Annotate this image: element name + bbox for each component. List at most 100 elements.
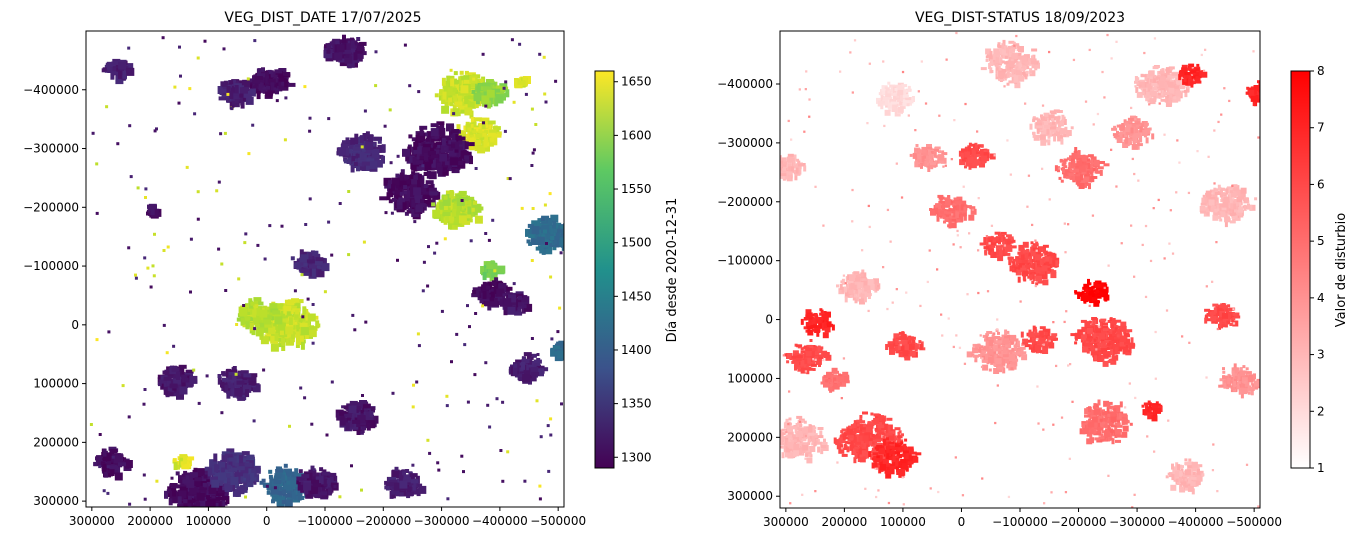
chart-date-region-cell (449, 221, 458, 230)
chart-date-region-cell (313, 483, 322, 488)
chart-status-region-cell (908, 351, 912, 355)
chart-date-region-cell (356, 47, 365, 51)
chart-date-region-cell (490, 270, 495, 279)
chart-date-region-cell (391, 197, 396, 202)
chart-date-speckle (547, 469, 551, 473)
chart-date-region-cell (362, 426, 367, 431)
chart-status-region-cell (883, 423, 887, 427)
chart-date-region-cell (288, 317, 293, 326)
chart-date-speckle (443, 237, 447, 241)
chart-date-speckle (360, 488, 363, 492)
chart-date-speckle (391, 391, 395, 395)
chart-date-region-cell (179, 457, 184, 462)
chart-status-region-cell (857, 456, 861, 462)
chart-date-region-cell (430, 148, 439, 153)
chart-date-region-cell (459, 70, 464, 75)
chart-status-region-cell (914, 342, 918, 346)
chart-date-region-cell (524, 303, 533, 312)
chart-date-region-cell (222, 372, 227, 377)
chart-date-region-cell (263, 315, 272, 320)
chart-status-region-cell (814, 313, 818, 319)
chart-date-region-cell (566, 234, 570, 238)
chart-date-region-cell (229, 91, 234, 99)
chart-date-region-cell (96, 455, 105, 464)
chart-date-region-cell (417, 180, 422, 188)
chart-status-region-cell (816, 330, 820, 337)
chart-date-region-cell (241, 451, 250, 456)
chart-status-region-cell (853, 448, 856, 455)
chart-date-title: VEG_DIST_DATE 17/07/2025 (224, 10, 421, 26)
chart-date-region-cell (348, 147, 353, 156)
chart-date-region-cell (515, 359, 524, 364)
chart-date-region-cell (404, 211, 409, 216)
chart-date-speckle (252, 419, 256, 423)
chart-date-region-cell (102, 67, 107, 72)
chart-date-region-cell (283, 463, 288, 468)
chart-date-region-cell (290, 331, 295, 340)
chart-date-region-cell (452, 208, 461, 217)
chart-status-region-cell (892, 447, 899, 450)
chart-date-region-cell (360, 151, 365, 160)
chart-date-region-cell (258, 320, 263, 325)
chart-date-region-cell (194, 477, 203, 482)
chart-status-region-cell (1119, 327, 1123, 331)
chart-date-region-cell (447, 76, 452, 84)
chart-date-region-cell (275, 90, 279, 95)
chart-status-panel: VEG_DIST-STATUS 18/09/2023 300000 200000 1… (717, 10, 1349, 529)
chart-status-region-cell (875, 433, 879, 437)
chart-date-speckle (284, 96, 288, 100)
chart-date-plot-area (85, 30, 570, 508)
chart-date-region-cell (420, 198, 425, 203)
chart-status-region-cell (841, 453, 848, 457)
chart-date-region-cell (428, 171, 437, 176)
chart-date-region-cell (270, 486, 279, 495)
chart-date-region-cell (485, 79, 494, 83)
chart-date-region-cell (299, 335, 304, 344)
chart-date-region-cell (550, 227, 555, 236)
chart-date-speckle (388, 108, 392, 112)
chart-date-region-cell (472, 121, 477, 130)
chart-date-region-cell (237, 396, 246, 401)
chart-date-speckle (283, 138, 287, 142)
chart-status-region-cell (859, 415, 863, 418)
chart-date-region-cell (429, 194, 434, 199)
chart-date-x-tick-label: −500000 (530, 514, 586, 528)
chart-status-region-cell (1080, 319, 1087, 323)
chart-date-region-cell (349, 144, 354, 149)
chart-date-region-cell (513, 367, 518, 376)
chart-date-region-cell (229, 80, 234, 85)
chart-date-region-cell (524, 363, 529, 372)
chart-date-region-cell (281, 474, 285, 483)
chart-date-region-cell (359, 135, 364, 144)
chart-date-region-cell (530, 366, 539, 375)
chart-status-region-cell (805, 350, 812, 357)
chart-date-region-cell (444, 161, 449, 166)
chart-date-speckle (362, 240, 366, 244)
chart-date-speckle (389, 161, 393, 165)
chart-date-region-cell (169, 383, 178, 388)
chart-status-region-cell (840, 430, 844, 434)
chart-date-speckle (530, 107, 534, 111)
chart-date-region-cell (458, 91, 466, 96)
chart-date-region-cell (467, 127, 472, 132)
chart-date-region-cell (239, 455, 244, 464)
chart-status-region-cell (888, 454, 894, 458)
chart-date-speckle (538, 484, 542, 488)
chart-status-region-cell (818, 361, 821, 367)
chart-date-speckle (189, 237, 193, 241)
chart-date-region-cell (280, 303, 289, 308)
chart-status-region-cell (879, 448, 885, 455)
chart-status-region-cell (807, 313, 814, 317)
chart-date-region-cell (281, 337, 286, 346)
chart-date-colorbar-tick-label: 1600 (621, 128, 652, 142)
chart-date-region-cell (543, 229, 547, 234)
chart-date-speckle (304, 223, 308, 226)
chart-date-region-cell (307, 313, 316, 322)
chart-date-region-cell (102, 463, 107, 472)
chart-date-region-cell (508, 294, 516, 303)
chart-status-region-cell (903, 450, 907, 457)
chart-date-region-cell (211, 479, 220, 488)
chart-date-region-cell (176, 461, 181, 470)
chart-date-region-cell (300, 254, 309, 263)
chart-date-region-cell (522, 374, 531, 382)
